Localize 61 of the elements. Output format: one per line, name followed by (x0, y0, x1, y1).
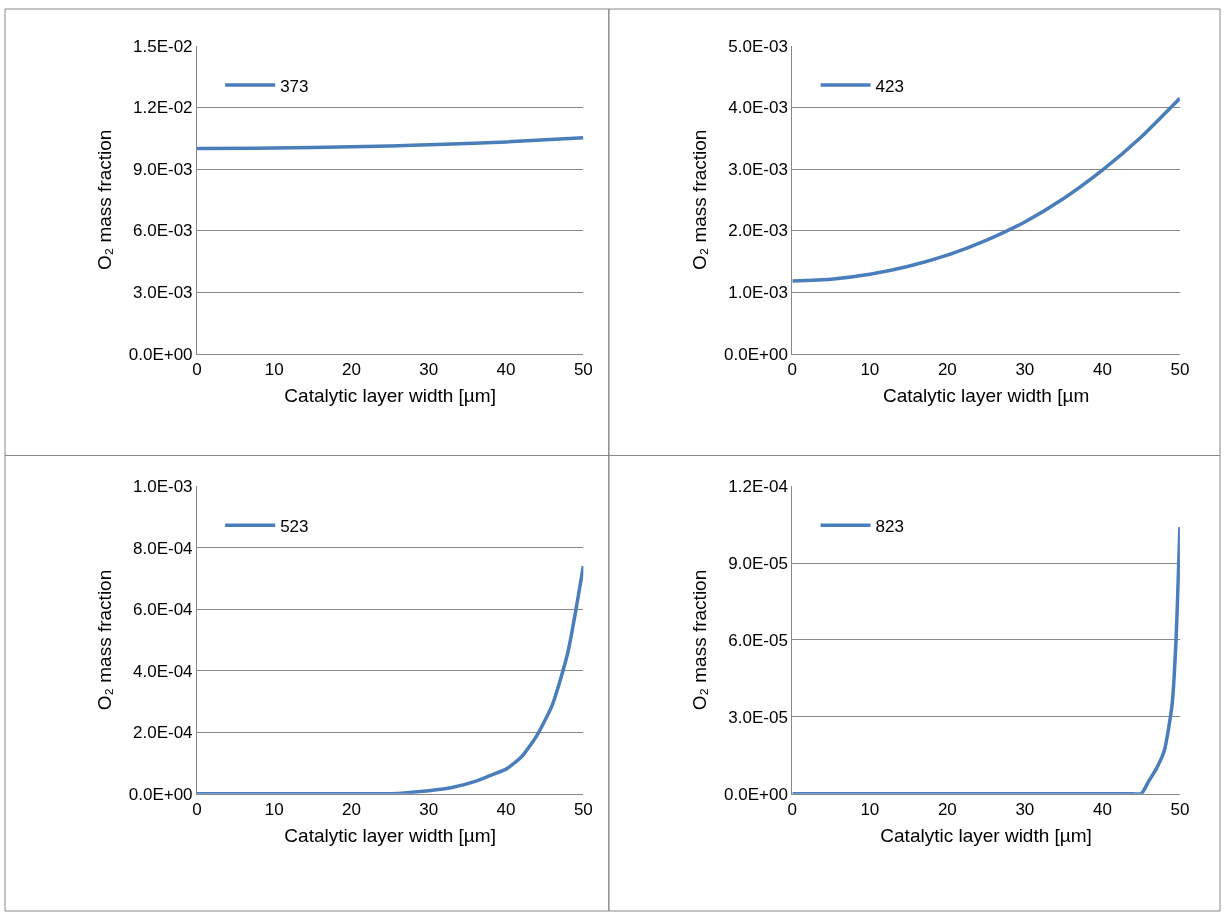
y-axis-title: O₂ mass fraction (93, 129, 115, 270)
y-tick-label: 2.0E-04 (133, 723, 193, 743)
line-series (792, 96, 1180, 283)
x-tick-label: 40 (496, 800, 516, 820)
y-tick-label: 1.0E-03 (728, 283, 788, 302)
x-tick-label: 30 (419, 359, 439, 379)
x-axis-title: Catalytic layer width [µm (882, 384, 1090, 406)
x-tick-label: 50 (1170, 359, 1190, 379)
y-tick-label: 1.5E-02 (133, 36, 193, 56)
x-tick-label: 10 (264, 800, 284, 820)
x-axis-title: Catalytic layer width [µm] (880, 824, 1092, 846)
y-axis-title: O₂ mass fraction (688, 569, 710, 711)
x-tick-label: 40 (496, 359, 516, 379)
y-tick-label: 3.0E-03 (133, 283, 193, 302)
y-tick-label: 9.0E-05 (728, 554, 788, 574)
y-tick-label: 0.0E+00 (724, 784, 788, 804)
y-tick-label: 0.0E+00 (128, 784, 193, 804)
x-tick-label: 50 (573, 359, 593, 379)
x-tick-label: 40 (1092, 800, 1112, 820)
x-tick-label: 50 (1170, 800, 1190, 820)
y-tick-label: 0.0E+00 (724, 344, 788, 364)
x-tick-label: 20 (342, 800, 361, 820)
y-tick-label: 1.2E-02 (133, 98, 193, 118)
y-tick-label: 8.0E-04 (133, 538, 193, 558)
legend-label: 423 (875, 76, 904, 96)
y-tick-label: 0.0E+00 (128, 344, 193, 364)
x-tick-label: 40 (1092, 359, 1112, 379)
y-tick-label: 3.0E-03 (728, 159, 788, 179)
x-tick-label: 10 (860, 359, 880, 379)
x-tick-label: 20 (937, 359, 957, 379)
line-series (196, 136, 584, 151)
y-tick-label: 1.2E-04 (728, 477, 788, 497)
x-tick-label: 20 (342, 359, 361, 379)
x-tick-label: 0 (787, 359, 798, 379)
x-tick-label: 0 (192, 359, 202, 379)
x-axis-title: Catalytic layer width [µm] (284, 824, 496, 846)
legend-label: 523 (280, 516, 309, 536)
y-axis-title: O₂ mass fraction (688, 129, 710, 270)
x-axis-title: Catalytic layer width [µm] (284, 384, 496, 406)
x-tick-label: 0 (787, 800, 798, 820)
x-tick-label: 10 (860, 800, 880, 820)
y-tick-label: 1.0E-03 (133, 477, 193, 497)
x-tick-label: 30 (1015, 800, 1035, 820)
y-tick-label: 6.0E-05 (728, 630, 788, 650)
y-tick-label: 4.0E-04 (133, 661, 193, 681)
x-tick-label: 0 (192, 800, 202, 820)
y-tick-label: 5.0E-03 (728, 36, 788, 56)
x-tick-label: 30 (1015, 359, 1035, 379)
x-tick-label: 20 (937, 800, 957, 820)
legend-label: 373 (280, 76, 309, 96)
y-axis-title: O₂ mass fraction (93, 569, 115, 711)
x-tick-label: 30 (419, 800, 439, 820)
x-tick-label: 10 (264, 359, 284, 379)
x-tick-label: 50 (573, 800, 593, 820)
y-tick-label: 4.0E-03 (728, 98, 788, 118)
y-tick-label: 6.0E-04 (133, 600, 193, 620)
y-tick-label: 9.0E-03 (133, 159, 193, 179)
y-tick-label: 6.0E-03 (133, 221, 193, 241)
legend-label: 823 (875, 516, 904, 536)
y-tick-label: 2.0E-03 (728, 221, 788, 241)
y-tick-label: 3.0E-05 (728, 707, 788, 727)
